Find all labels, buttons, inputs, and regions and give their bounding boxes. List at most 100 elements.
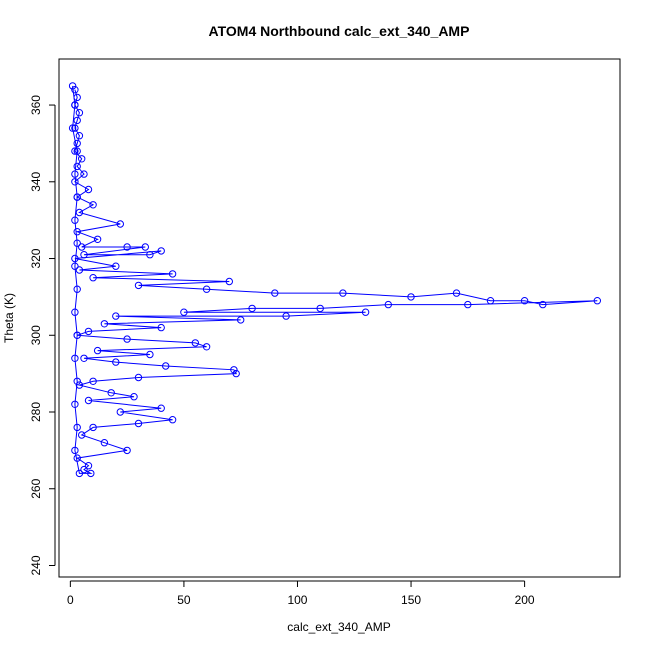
data-point — [134, 419, 143, 428]
data-point — [80, 170, 88, 178]
x-tick-label: 150 — [401, 593, 421, 607]
y-tick-label: 260 — [29, 478, 43, 498]
data-point — [593, 297, 601, 305]
data-point — [112, 262, 120, 270]
x-tick-label: 100 — [287, 593, 307, 607]
data-point — [168, 270, 177, 278]
data-point — [71, 400, 79, 408]
data-point — [71, 308, 79, 316]
data-point — [75, 208, 84, 217]
data-point — [84, 462, 93, 470]
data-point — [89, 423, 97, 432]
data-point — [73, 454, 81, 462]
data-point — [84, 327, 93, 336]
data-point — [71, 170, 79, 178]
data-point — [73, 139, 81, 148]
data-point — [130, 393, 138, 401]
data-point — [100, 320, 109, 328]
data-point — [407, 293, 415, 301]
data-point — [80, 251, 88, 259]
data-point — [191, 339, 200, 347]
data-point — [520, 297, 529, 305]
chart-title: ATOM4 Northbound calc_ext_340_AMP — [209, 23, 470, 39]
data-point — [71, 124, 79, 132]
data-point — [539, 300, 547, 309]
data-point — [89, 274, 97, 282]
data-point — [230, 366, 238, 374]
data-point — [71, 86, 79, 94]
data-point — [73, 285, 81, 293]
x-tick-label: 50 — [177, 593, 191, 607]
data-point — [123, 243, 131, 251]
data-point — [100, 439, 109, 447]
data-point — [162, 362, 170, 370]
data-point — [452, 289, 461, 297]
data-point — [486, 297, 495, 305]
data-point — [68, 82, 77, 90]
y-axis: 240 260 280 300 320 340 360 — [29, 95, 56, 576]
data-point — [93, 235, 102, 244]
data-point — [71, 178, 79, 186]
x-tick-label: 200 — [515, 593, 535, 607]
data-point — [116, 408, 125, 416]
y-tick-label: 240 — [29, 555, 43, 575]
data-point — [316, 304, 324, 313]
data-point — [73, 147, 81, 155]
data-point — [73, 116, 81, 125]
data-point — [78, 431, 86, 439]
data-point — [75, 132, 84, 140]
data-point — [123, 335, 131, 343]
data-point — [89, 201, 97, 209]
data-point — [146, 251, 154, 259]
data-point — [73, 93, 81, 102]
data-point — [384, 300, 392, 309]
data-point — [112, 312, 120, 320]
data-point — [71, 354, 79, 362]
data-point — [71, 147, 79, 155]
y-tick-label: 300 — [29, 325, 43, 345]
y-tick-label: 340 — [29, 171, 43, 191]
data-point — [73, 377, 81, 385]
data-point — [87, 469, 95, 478]
data-point — [237, 316, 245, 324]
data-point — [80, 354, 88, 362]
data-point — [464, 300, 472, 309]
data-point — [68, 124, 77, 132]
data-point — [225, 277, 234, 286]
data-point — [84, 396, 93, 405]
data-point — [339, 289, 347, 297]
data-point — [157, 323, 165, 332]
plot-frame — [58, 58, 621, 578]
y-axis-label: Theta (K) — [2, 293, 16, 343]
x-tick-label: 0 — [67, 593, 74, 607]
data-point — [232, 369, 240, 378]
data-point — [73, 162, 81, 171]
data-point — [78, 155, 86, 163]
data-point — [157, 404, 165, 412]
data-point — [112, 358, 120, 366]
data-point — [157, 247, 165, 255]
data-point — [89, 377, 97, 385]
data-point — [93, 346, 102, 355]
data-point — [75, 469, 84, 478]
data-point — [271, 289, 279, 297]
data-point — [78, 243, 86, 251]
data-point — [202, 343, 211, 351]
data-point — [73, 423, 81, 432]
data-point — [141, 243, 150, 251]
x-axis-label: calc_ext_340_AMP — [287, 620, 390, 634]
data-point — [73, 239, 81, 247]
data-point — [71, 101, 79, 109]
y-tick-label: 280 — [29, 402, 43, 422]
data-point — [80, 465, 88, 474]
data-point — [134, 373, 143, 382]
data-point — [75, 381, 84, 389]
data-point — [168, 416, 177, 424]
data-point — [146, 350, 154, 359]
data-point — [107, 389, 115, 397]
series-line — [72, 85, 598, 474]
data-point — [75, 266, 84, 274]
data-point — [123, 446, 131, 455]
data-point — [180, 308, 188, 316]
